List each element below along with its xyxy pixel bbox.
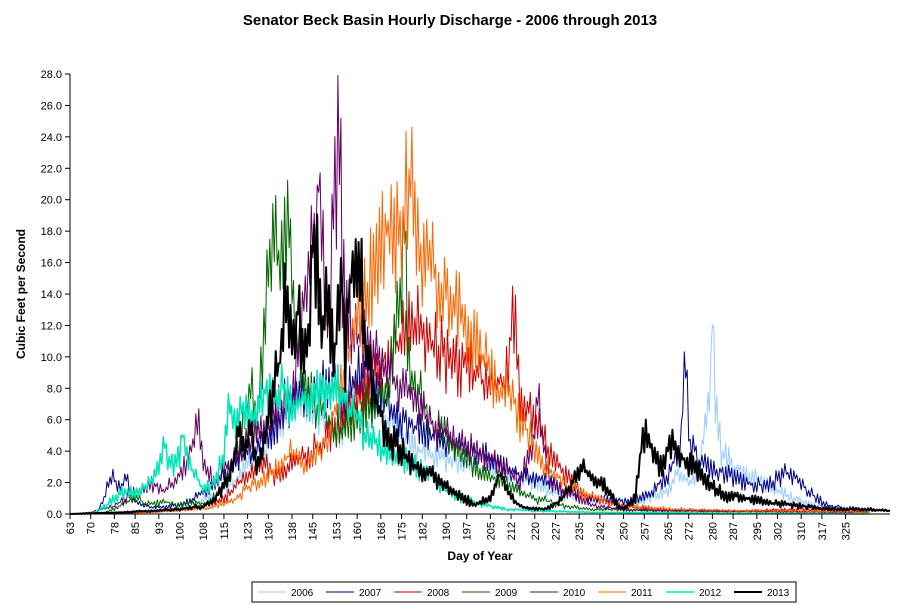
- y-tick-label: 6.0: [47, 415, 62, 427]
- x-tick-label: 310: [796, 522, 808, 540]
- y-tick-label: 10.0: [41, 352, 62, 364]
- x-tick-label: 295: [752, 522, 764, 540]
- y-tick-label: 24.0: [41, 132, 62, 144]
- x-tick-label: 227: [550, 522, 562, 540]
- x-tick-label: 138: [287, 522, 299, 540]
- chart-title: Senator Beck Basin Hourly Discharge - 20…: [243, 12, 657, 29]
- y-tick-label: 2.0: [47, 478, 62, 490]
- x-tick-label: 235: [574, 522, 586, 540]
- x-axis-title: Day of Year: [447, 549, 512, 563]
- x-tick-label: 220: [530, 522, 542, 540]
- x-tick-label: 257: [639, 522, 651, 540]
- legend-label-2009: 2009: [495, 588, 518, 599]
- x-tick-label: 197: [462, 522, 474, 540]
- x-tick-label: 325: [841, 522, 853, 540]
- y-axis-title: Cubic Feet per Second: [14, 229, 28, 359]
- plot-area: 0.0 2.0 4.0 6.0 8.0 10.0 12.0 14.0 16.0 18.0 20.0 2…: [41, 69, 891, 540]
- x-tick-label: 175: [397, 522, 409, 540]
- x-tick-label: 115: [219, 522, 231, 540]
- x-tick-label: 123: [243, 522, 255, 540]
- legend-label-2008: 2008: [427, 588, 450, 599]
- legend-label-2013: 2013: [767, 588, 790, 599]
- legend: 2006 2007 2008 2009 2010 2011 2012 2013: [251, 581, 797, 603]
- y-tick-label: 14.0: [41, 289, 62, 301]
- x-tick-label: 78: [109, 522, 121, 534]
- x-tick-label: 153: [331, 522, 343, 540]
- legend-box: [251, 581, 797, 603]
- y-tick-label: 0.0: [47, 509, 62, 521]
- y-tick-label: 18.0: [41, 226, 62, 238]
- legend-label-2006: 2006: [291, 588, 314, 599]
- series-line-2006: [69, 324, 870, 515]
- x-tick-label: 182: [417, 522, 429, 540]
- x-tick-label: 108: [198, 522, 210, 540]
- x-tick-label: 272: [684, 522, 696, 540]
- x-tick-label: 93: [154, 522, 166, 534]
- x-tick-label: 160: [352, 522, 364, 540]
- y-tick-label: 26.0: [41, 100, 62, 112]
- x-tick-label: 205: [485, 522, 497, 540]
- x-tick-label: 100: [175, 522, 187, 540]
- x-tick-label: 242: [595, 522, 607, 540]
- x-tick-label: 63: [65, 522, 77, 534]
- x-tick-label: 287: [728, 522, 740, 540]
- y-tick-label: 4.0: [47, 446, 62, 458]
- series-line-2013: [69, 213, 891, 515]
- x-tick-label: 168: [376, 522, 388, 540]
- x-tick-label: 265: [663, 522, 675, 540]
- legend-label-2010: 2010: [563, 588, 586, 599]
- x-tick-label: 190: [441, 522, 453, 540]
- series-line-2011: [70, 126, 870, 515]
- y-tick-label: 28.0: [41, 69, 62, 81]
- x-tick-label: 130: [263, 522, 275, 540]
- x-tick-label: 212: [506, 522, 518, 540]
- y-tick-label: 12.0: [41, 320, 62, 332]
- axes-layer: 0.0 2.0 4.0 6.0 8.0 10.0 12.0 14.0 16.0 18.0 20.0 2…: [41, 69, 890, 540]
- x-tick-label: 145: [308, 522, 320, 540]
- x-tick-label: 85: [130, 522, 142, 534]
- y-tick-label: 20.0: [41, 195, 62, 207]
- legend-label-2012: 2012: [699, 588, 722, 599]
- x-tick-label: 280: [707, 522, 719, 540]
- legend-label-2007: 2007: [359, 588, 382, 599]
- legend-label-2011: 2011: [631, 588, 653, 599]
- x-tick-label: 317: [817, 522, 829, 540]
- x-tick-label: 250: [619, 522, 631, 540]
- x-tick-label: 70: [86, 522, 98, 534]
- y-tick-label: 8.0: [47, 383, 62, 395]
- y-tick-label: 16.0: [41, 258, 62, 270]
- x-tick-label: 302: [773, 522, 785, 540]
- y-tick-label: 22.0: [41, 163, 62, 175]
